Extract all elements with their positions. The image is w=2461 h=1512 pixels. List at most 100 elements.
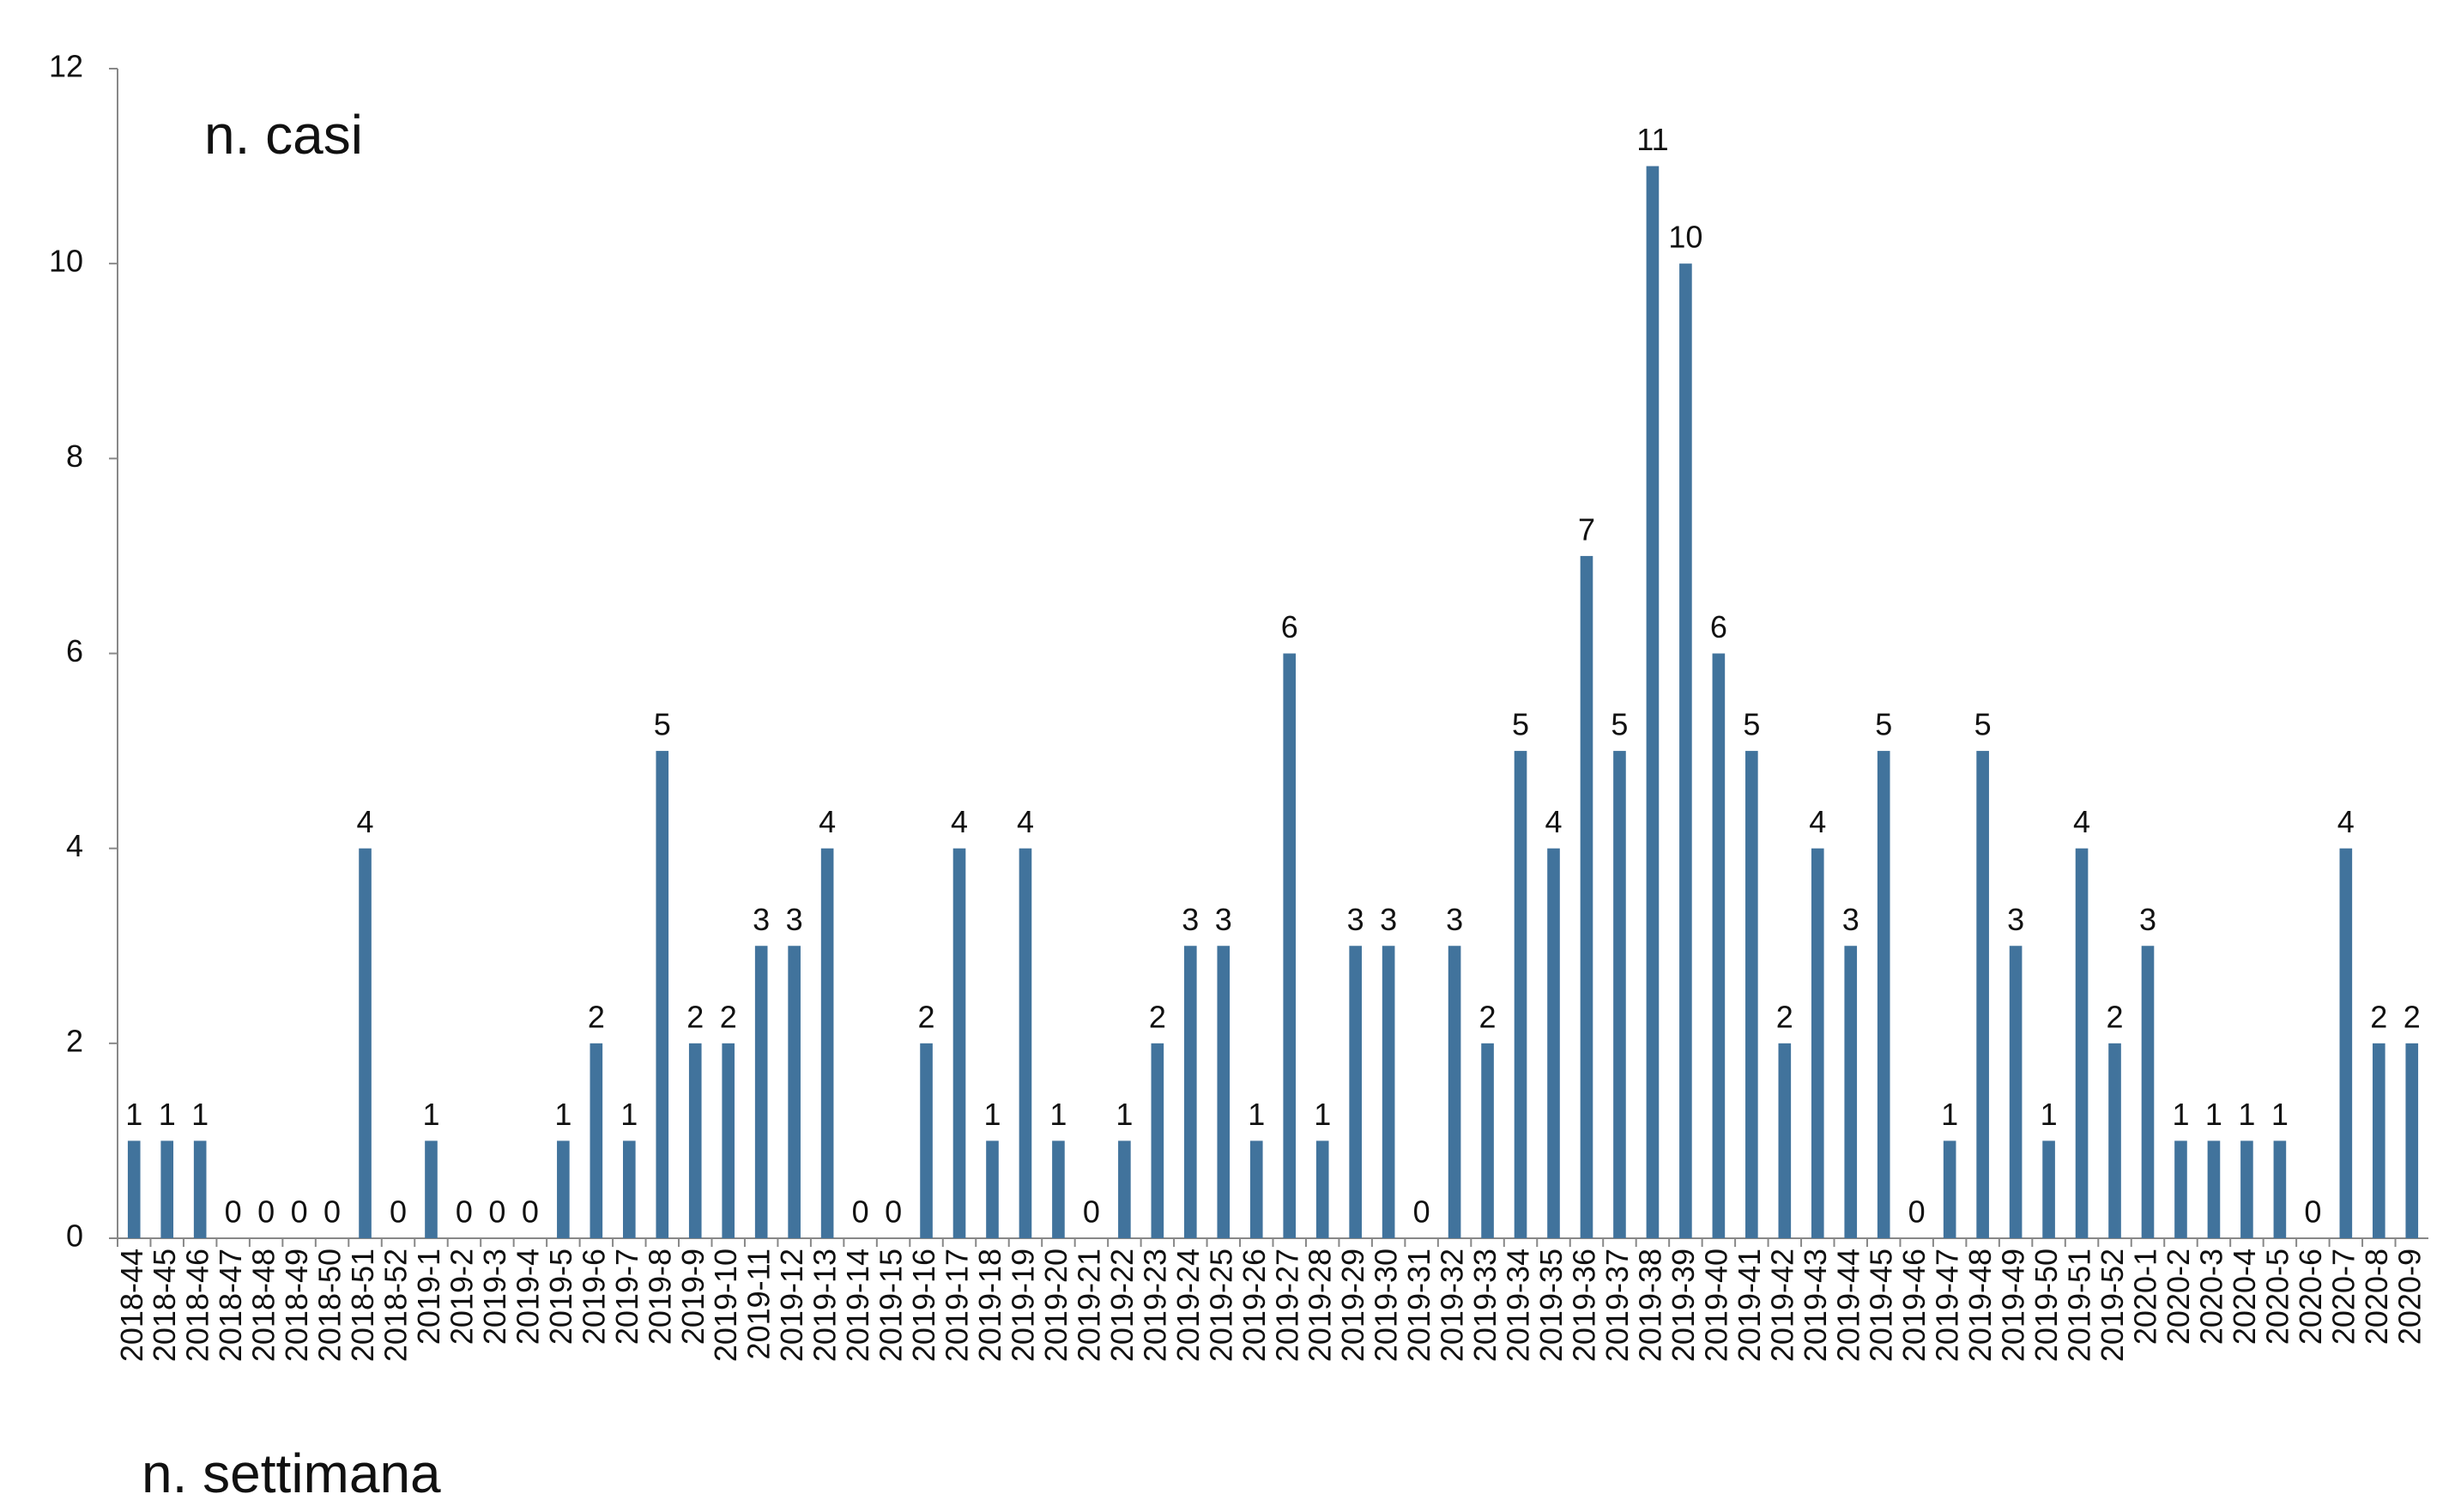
- x-tick-label: 2019-40: [1698, 1249, 1733, 1362]
- value-label: 6: [1281, 609, 1298, 644]
- value-label: 0: [456, 1194, 473, 1230]
- x-tick-label: 2019-37: [1599, 1249, 1635, 1362]
- x-tick-label: 2019-23: [1137, 1249, 1172, 1362]
- bar: [986, 1140, 999, 1238]
- value-label: 10: [1668, 220, 1702, 255]
- value-label: 4: [1017, 804, 1034, 839]
- value-label: 1: [1248, 1097, 1265, 1132]
- bar: [1382, 946, 1395, 1238]
- bar: [1217, 946, 1230, 1238]
- bar: [788, 946, 801, 1238]
- x-tick-label: 2020-2: [2161, 1249, 2196, 1345]
- x-tick-label: 2020-6: [2293, 1249, 2328, 1345]
- bar: [1315, 1140, 1329, 1238]
- x-tick-label: 2019-24: [1170, 1249, 1206, 1362]
- x-tick-label: 2019-45: [1864, 1249, 1899, 1362]
- bar: [1052, 1140, 1065, 1238]
- x-tick-label: 2019-9: [675, 1249, 710, 1345]
- x-tick-label: 2019-14: [840, 1249, 875, 1362]
- x-tick-label: 2020-5: [2259, 1249, 2295, 1345]
- x-tick-label: 2019-36: [1566, 1249, 1601, 1362]
- x-tick-label: 2019-2: [444, 1249, 479, 1345]
- bar: [656, 751, 669, 1238]
- value-label: 4: [1545, 804, 1562, 839]
- value-label: 0: [488, 1194, 505, 1230]
- x-tick-label: 2019-31: [1401, 1249, 1436, 1362]
- x-tick-label: 2019-48: [1962, 1249, 1998, 1362]
- bar: [2075, 848, 2089, 1238]
- x-tick-label: 2019-51: [2062, 1249, 2097, 1362]
- x-tick-label: 2019-27: [1269, 1249, 1304, 1362]
- value-label: 1: [2238, 1097, 2255, 1132]
- value-label: 0: [225, 1194, 242, 1230]
- bar: [1580, 555, 1593, 1238]
- bar: [160, 1140, 174, 1238]
- value-label: 3: [1182, 902, 1199, 937]
- bar: [1646, 166, 1660, 1238]
- bar: [1976, 751, 1989, 1238]
- value-label: 0: [390, 1194, 407, 1230]
- x-axis-title: n. settimana: [142, 1442, 441, 1504]
- value-label: 1: [2271, 1097, 2289, 1132]
- x-tick-label: 2018-48: [246, 1249, 281, 1362]
- value-label: 1: [2172, 1097, 2189, 1132]
- x-tick-label: 2019-16: [906, 1249, 941, 1362]
- x-tick-label: 2019-17: [940, 1249, 975, 1362]
- x-tick-label: 2019-4: [510, 1249, 545, 1345]
- bar: [1151, 1043, 1164, 1238]
- value-label: 3: [2007, 902, 2024, 937]
- bar: [1877, 751, 1890, 1238]
- x-tick-label: 2019-10: [708, 1249, 743, 1362]
- value-label: 5: [1743, 707, 1760, 742]
- bar: [952, 848, 966, 1238]
- y-tick-label: 8: [66, 438, 83, 474]
- bar: [1811, 848, 1824, 1238]
- value-label: 5: [1611, 707, 1628, 742]
- value-label: 0: [885, 1194, 902, 1230]
- value-label: 3: [753, 902, 770, 937]
- x-tick-label: 2019-26: [1237, 1249, 1272, 1362]
- x-tick-label: 2019-8: [642, 1249, 677, 1345]
- x-tick-label: 2019-47: [1930, 1249, 1965, 1362]
- value-label: 1: [1941, 1097, 1958, 1132]
- value-label: 4: [2073, 804, 2090, 839]
- bar: [2108, 1043, 2121, 1238]
- value-label: 1: [620, 1097, 638, 1132]
- value-label: 2: [2404, 999, 2421, 1034]
- value-label: 0: [291, 1194, 308, 1230]
- x-tick-label: 2018-50: [312, 1249, 348, 1362]
- value-label: 3: [1347, 902, 1364, 937]
- bar: [359, 848, 372, 1238]
- value-label: 1: [554, 1097, 571, 1132]
- bar: [1778, 1043, 1792, 1238]
- value-label: 0: [323, 1194, 341, 1230]
- bar: [722, 1043, 735, 1238]
- value-label: 1: [191, 1097, 209, 1132]
- value-label: 1: [1116, 1097, 1133, 1132]
- value-label: 0: [257, 1194, 275, 1230]
- value-label: 5: [1875, 707, 1892, 742]
- bar: [2207, 1140, 2221, 1238]
- x-tick-label: 2019-18: [972, 1249, 1007, 1362]
- y-tick-label: 0: [66, 1219, 83, 1254]
- bar: [1712, 653, 1726, 1238]
- value-label: 0: [1083, 1194, 1100, 1230]
- x-tick-label: 2019-22: [1104, 1249, 1140, 1362]
- bar: [193, 1140, 207, 1238]
- x-tick-label: 2019-32: [1435, 1249, 1470, 1362]
- y-axis-title: n. casi: [204, 104, 363, 166]
- x-tick-label: 2019-21: [1071, 1249, 1106, 1362]
- value-label: 11: [1636, 122, 1668, 157]
- bar: [1118, 1140, 1131, 1238]
- bar: [2174, 1140, 2187, 1238]
- x-tick-label: 2019-52: [2095, 1249, 2130, 1362]
- x-tick-label: 2019-1: [411, 1249, 446, 1345]
- x-tick-label: 2018-46: [180, 1249, 215, 1362]
- value-label: 1: [2041, 1097, 2058, 1132]
- value-label: 2: [1776, 999, 1793, 1034]
- value-label: 4: [357, 804, 374, 839]
- bar: [425, 1140, 438, 1238]
- bar: [1514, 751, 1527, 1238]
- value-label: 5: [1512, 707, 1529, 742]
